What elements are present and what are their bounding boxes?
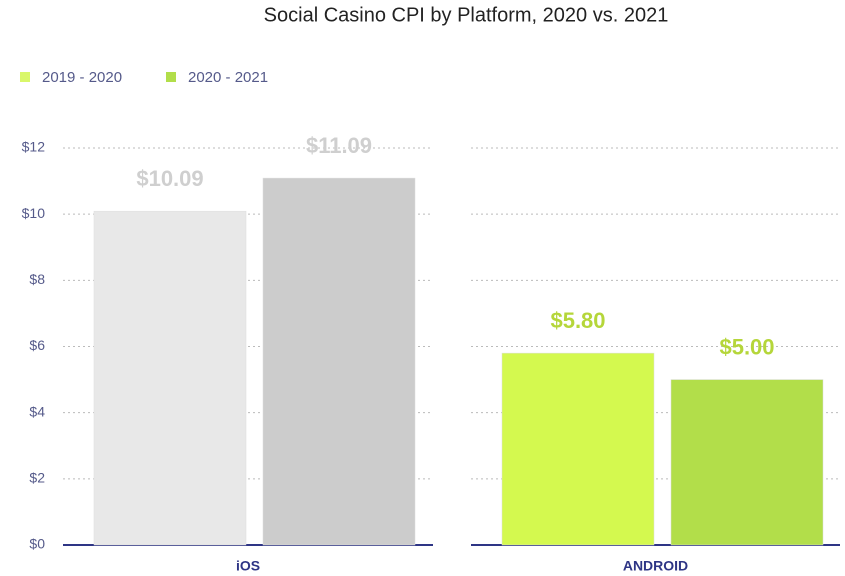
bar: [262, 177, 416, 546]
value-label: $11.09: [306, 133, 372, 158]
y-tick-label: $8: [29, 271, 45, 287]
legend-label: 2020 - 2021: [188, 69, 268, 86]
value-label: $5.80: [550, 308, 605, 333]
value-label: $5.00: [719, 334, 774, 359]
y-tick-label: $12: [22, 139, 46, 155]
legend-swatch: [20, 72, 30, 82]
legend-label: 2019 - 2020: [42, 69, 122, 86]
y-tick-label: $0: [29, 536, 45, 552]
y-tick-label: $4: [29, 403, 45, 419]
legend-swatch: [166, 72, 176, 82]
y-tick-label: $10: [22, 205, 46, 221]
value-label: $10.09: [136, 166, 203, 191]
y-tick-label: $6: [29, 337, 45, 353]
x-tick-label: iOS: [236, 558, 260, 574]
y-tick-label: $2: [29, 470, 45, 486]
bar: [93, 210, 247, 546]
chart-title: Social Casino CPI by Platform, 2020 vs. …: [264, 4, 669, 26]
bar: [501, 352, 655, 546]
bar: [670, 379, 824, 546]
x-tick-label: ANDROID: [623, 558, 688, 574]
